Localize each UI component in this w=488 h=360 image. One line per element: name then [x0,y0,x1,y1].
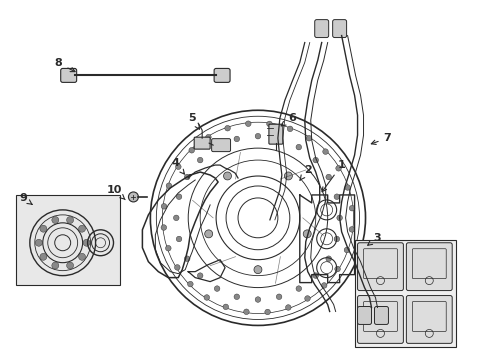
FancyBboxPatch shape [374,306,387,324]
Circle shape [245,121,250,126]
Circle shape [161,203,166,209]
Circle shape [203,295,209,300]
Circle shape [266,121,272,127]
Text: 9: 9 [19,193,32,204]
Circle shape [187,281,193,287]
Bar [16,195,120,285]
Circle shape [223,172,231,180]
Circle shape [335,166,341,171]
Circle shape [253,266,262,274]
Circle shape [322,149,327,154]
FancyBboxPatch shape [357,243,403,291]
Circle shape [35,239,42,246]
Circle shape [52,216,59,224]
Circle shape [173,215,179,221]
Circle shape [175,164,181,170]
FancyBboxPatch shape [357,306,371,324]
Circle shape [197,273,203,278]
Text: 7: 7 [370,133,390,144]
Circle shape [264,309,270,315]
Circle shape [305,135,311,141]
Circle shape [165,246,171,251]
Circle shape [204,230,212,238]
Circle shape [40,253,47,260]
Text: 10: 10 [106,185,125,200]
Circle shape [166,183,171,189]
FancyBboxPatch shape [357,296,403,343]
Circle shape [344,247,349,253]
Circle shape [176,236,182,242]
Circle shape [321,283,326,288]
Circle shape [197,157,203,163]
Circle shape [66,216,73,224]
Circle shape [333,236,339,242]
Text: 6: 6 [281,113,295,126]
Circle shape [174,265,180,270]
FancyBboxPatch shape [406,296,451,343]
Circle shape [188,148,194,153]
Circle shape [348,226,354,232]
Circle shape [52,262,59,269]
Circle shape [295,286,301,291]
FancyBboxPatch shape [194,137,210,149]
Circle shape [255,134,260,139]
Circle shape [336,215,342,221]
Bar [354,240,455,347]
Circle shape [333,194,339,199]
Circle shape [276,294,281,300]
FancyBboxPatch shape [211,139,230,152]
Circle shape [205,134,211,140]
Circle shape [287,126,292,132]
Circle shape [214,144,220,150]
Circle shape [66,262,73,269]
FancyBboxPatch shape [61,68,77,82]
Circle shape [276,136,281,142]
Text: 4: 4 [171,158,184,174]
Circle shape [334,266,340,272]
Circle shape [224,125,230,131]
Circle shape [184,174,190,180]
Circle shape [223,304,228,310]
Circle shape [184,256,190,261]
Circle shape [285,305,290,310]
Circle shape [255,297,260,302]
Circle shape [79,225,85,232]
Circle shape [304,296,310,301]
Circle shape [214,286,220,291]
Text: 8: 8 [55,58,75,72]
Circle shape [312,157,318,163]
Circle shape [348,206,354,211]
Circle shape [161,225,166,230]
Circle shape [243,309,249,315]
FancyBboxPatch shape [332,20,346,37]
Circle shape [303,230,310,238]
Circle shape [284,172,292,180]
Circle shape [295,144,301,150]
Circle shape [234,294,239,300]
FancyBboxPatch shape [314,20,328,37]
Circle shape [325,256,331,261]
Circle shape [176,194,182,199]
Text: 3: 3 [367,233,381,245]
Circle shape [312,273,318,278]
Text: 2: 2 [299,165,311,180]
Circle shape [128,192,138,202]
Circle shape [83,239,90,246]
Circle shape [325,174,331,180]
Circle shape [234,136,239,142]
Circle shape [79,253,85,260]
Text: 5: 5 [188,113,199,129]
FancyBboxPatch shape [214,68,229,82]
FancyBboxPatch shape [406,243,451,291]
Circle shape [344,185,349,190]
Text: 1: 1 [322,160,345,192]
FancyBboxPatch shape [268,124,282,144]
Circle shape [40,225,47,232]
